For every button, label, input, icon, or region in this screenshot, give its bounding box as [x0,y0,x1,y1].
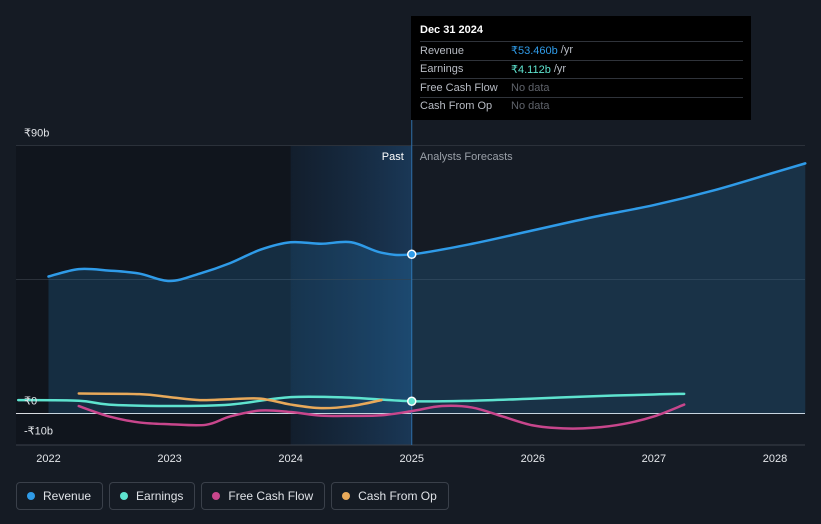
revenue-marker [407,249,417,260]
tooltip-row-free-cash-flow: Free Cash Flow No data [420,78,743,97]
x-tick-label: 2027 [642,453,666,465]
cash-from-op-line [77,392,383,410]
x-tick-label: 2024 [278,453,302,465]
x-tick-label: 2022 [36,453,60,465]
legend: Revenue Earnings Free Cash Flow Cash Fro… [16,482,449,510]
x-tick-label: 2026 [521,453,545,465]
tooltip-label: Revenue [420,44,465,57]
tooltip-value: ₹4.112b [511,63,551,76]
legend-label: Cash From Op [358,489,437,503]
tooltip-row-cash-from-op: Cash From Op No data [420,96,743,116]
tooltip-label: Earnings [420,63,464,76]
free-cash-flow-line [77,403,686,430]
tooltip-label: Cash From Op [420,100,493,113]
revenue-line [47,162,807,283]
tooltip-row-earnings: Earnings ₹4.112b /yr [420,59,743,79]
legend-item-earnings[interactable]: Earnings [109,482,196,510]
past-label: Past [382,151,404,163]
tooltip-value: ₹53.460b [511,45,558,58]
x-tick-label: 2025 [400,453,424,465]
x-tick-label: 2028 [763,453,787,465]
tooltip-label: Free Cash Flow [420,81,498,94]
tooltip-unit: /yr [560,44,573,57]
earnings-line [16,392,686,408]
legend-dot-icon [27,492,35,500]
revenue-area [48,163,806,414]
tooltip-date: Dec 31 2024 [420,24,483,36]
y-tick-label: -₹10b [24,425,53,437]
legend-label: Free Cash Flow [228,489,314,503]
legend-item-revenue[interactable]: Revenue [16,482,104,510]
forecast-label: Analysts Forecasts [420,151,513,163]
y-tick-label: ₹90b [24,128,49,140]
tooltip-row-revenue: Revenue ₹53.460b /yr [420,41,743,60]
tooltip-value: No data [511,81,550,94]
x-tick-label: 2023 [157,453,181,465]
legend-dot-icon [212,492,221,500]
highlight-band [290,145,412,445]
legend-dot-icon [120,492,129,500]
legend-dot-icon [342,492,351,500]
legend-item-free-cash-flow[interactable]: Free Cash Flow [201,482,326,510]
tooltip: Dec 31 2024 Revenue ₹53.460b /yr Earning… [411,16,751,120]
y-tick-label: ₹0 [24,396,37,408]
tooltip-value: No data [511,100,550,113]
legend-label: Revenue [43,489,92,503]
earnings-marker [407,396,417,407]
legend-label: Earnings [136,489,184,503]
legend-item-cash-from-op[interactable]: Cash From Op [331,482,449,510]
tooltip-unit: /yr [553,62,567,75]
